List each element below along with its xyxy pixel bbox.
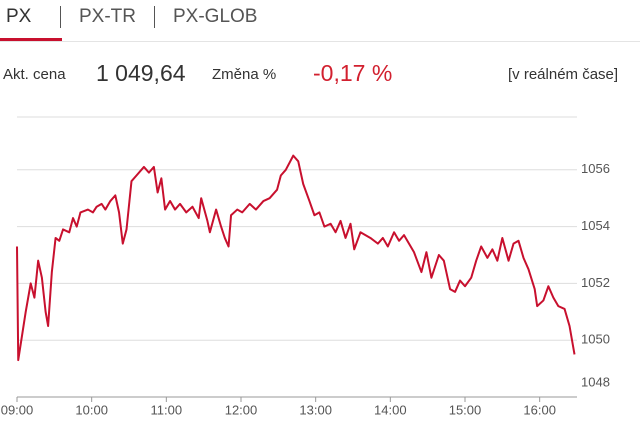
x-tick-label: 09:00	[1, 402, 34, 417]
price: 1 049,64	[96, 60, 186, 86]
tab[interactable]: PX-TR	[79, 6, 136, 27]
realtime-note: [v reálném čase]	[508, 66, 619, 83]
active-tab-indicator	[0, 38, 62, 41]
price-label: Akt. cena	[3, 66, 66, 83]
tab[interactable]: PX	[6, 6, 32, 27]
tab-bar: PX PX-TR PX-GLOB	[0, 0, 640, 42]
x-tick-label: 12:00	[225, 402, 258, 417]
y-tick-label: 1056	[581, 161, 610, 176]
y-tick-label: 1048	[581, 374, 610, 389]
y-tick-label: 1052	[581, 275, 610, 290]
tab-separator	[60, 6, 61, 28]
x-tick-label: 14:00	[374, 402, 407, 417]
y-tick-label: 1054	[581, 218, 610, 233]
x-tick-label: 13:00	[299, 402, 332, 417]
y-tick-label: 1050	[581, 332, 610, 347]
x-tick-label: 11:00	[151, 402, 183, 417]
x-tick-label: 15:00	[449, 402, 482, 417]
tab-separator	[154, 6, 155, 28]
x-tick-label: 10:00	[75, 402, 108, 417]
change: -0,17 %	[313, 60, 393, 86]
change-label: Změna %	[212, 66, 277, 83]
price-line	[16, 154, 576, 362]
tab[interactable]: PX-GLOB	[173, 6, 258, 27]
x-tick-label: 16:00	[523, 402, 556, 417]
